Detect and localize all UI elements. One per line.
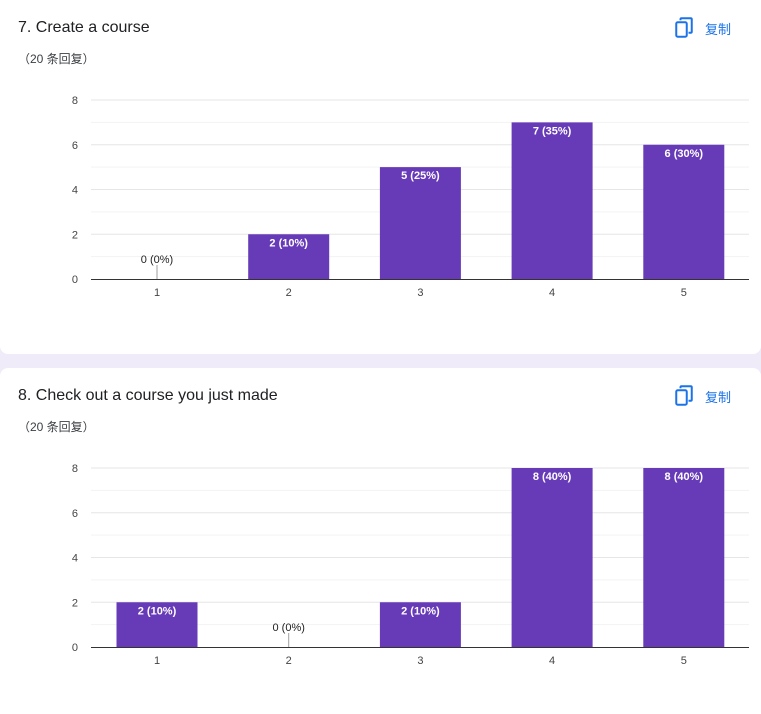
y-tick-label: 8 [72,463,78,475]
bar [379,167,461,279]
copy-label: 复制 [705,21,732,37]
copy-label: 复制 [705,389,732,405]
x-tick-label: 4 [549,655,555,667]
question-card-7: 7. Create a course （20 条回复） 复制 0 2 4 6 8 0 (0… [0,0,761,354]
bar [643,144,725,279]
response-count: （20 条回复） [18,52,95,66]
bar [248,234,330,279]
bar-chart: 0 2 4 6 8 0 (0%) 1 2 (10%) 2 5 (25%) 3 7 (35%) 4 6 (3… [72,95,749,299]
content-copy-icon [675,17,693,39]
x-tick-label: 2 [286,287,292,299]
y-tick-label: 4 [72,553,78,565]
data-label: 2 (10%) [138,605,177,617]
data-label: 2 (10%) [401,605,440,617]
data-label: 7 (35%) [533,125,572,137]
copy-chart-button[interactable]: 复制 [675,16,731,40]
y-tick-label: 6 [72,140,78,152]
content-copy-icon [675,385,693,407]
x-tick-label: 1 [154,287,160,299]
question-title: 8. Check out a course you just made [18,387,278,404]
bar [511,122,593,279]
y-tick-label: 0 [72,274,78,286]
bar [643,468,725,647]
bar [116,602,198,647]
x-tick-label: 1 [154,655,160,667]
x-tick-label: 2 [286,655,292,667]
x-tick-label: 5 [681,655,687,667]
y-tick-label: 4 [72,185,78,197]
bar [379,602,461,647]
data-label: 8 (40%) [665,471,704,483]
response-count: （20 条回复） [18,420,95,434]
data-label: 0 (0%) [141,254,173,266]
x-tick-label: 4 [549,287,555,299]
question-card-8: 8. Check out a course you just made （20 … [0,368,761,714]
bar [511,468,593,647]
question-title: 7. Create a course [18,19,150,36]
x-tick-label: 5 [681,287,687,299]
y-tick-label: 2 [72,597,78,609]
data-label: 8 (40%) [533,471,572,483]
data-label: 0 (0%) [272,622,304,634]
x-tick-label: 3 [417,287,423,299]
y-tick-label: 0 [72,642,78,654]
y-tick-label: 2 [72,229,78,241]
bar-chart: 0 2 4 6 8 2 (10%) 1 0 (0%) 2 2 (10%) 3 8 (40%) 4 8 (4… [72,463,749,667]
copy-chart-button[interactable]: 复制 [675,384,731,408]
y-tick-label: 8 [72,95,78,107]
data-label: 5 (25%) [401,170,440,182]
x-tick-label: 3 [417,655,423,667]
data-label: 2 (10%) [269,237,308,249]
y-tick-label: 6 [72,508,78,520]
data-label: 6 (30%) [665,148,704,160]
